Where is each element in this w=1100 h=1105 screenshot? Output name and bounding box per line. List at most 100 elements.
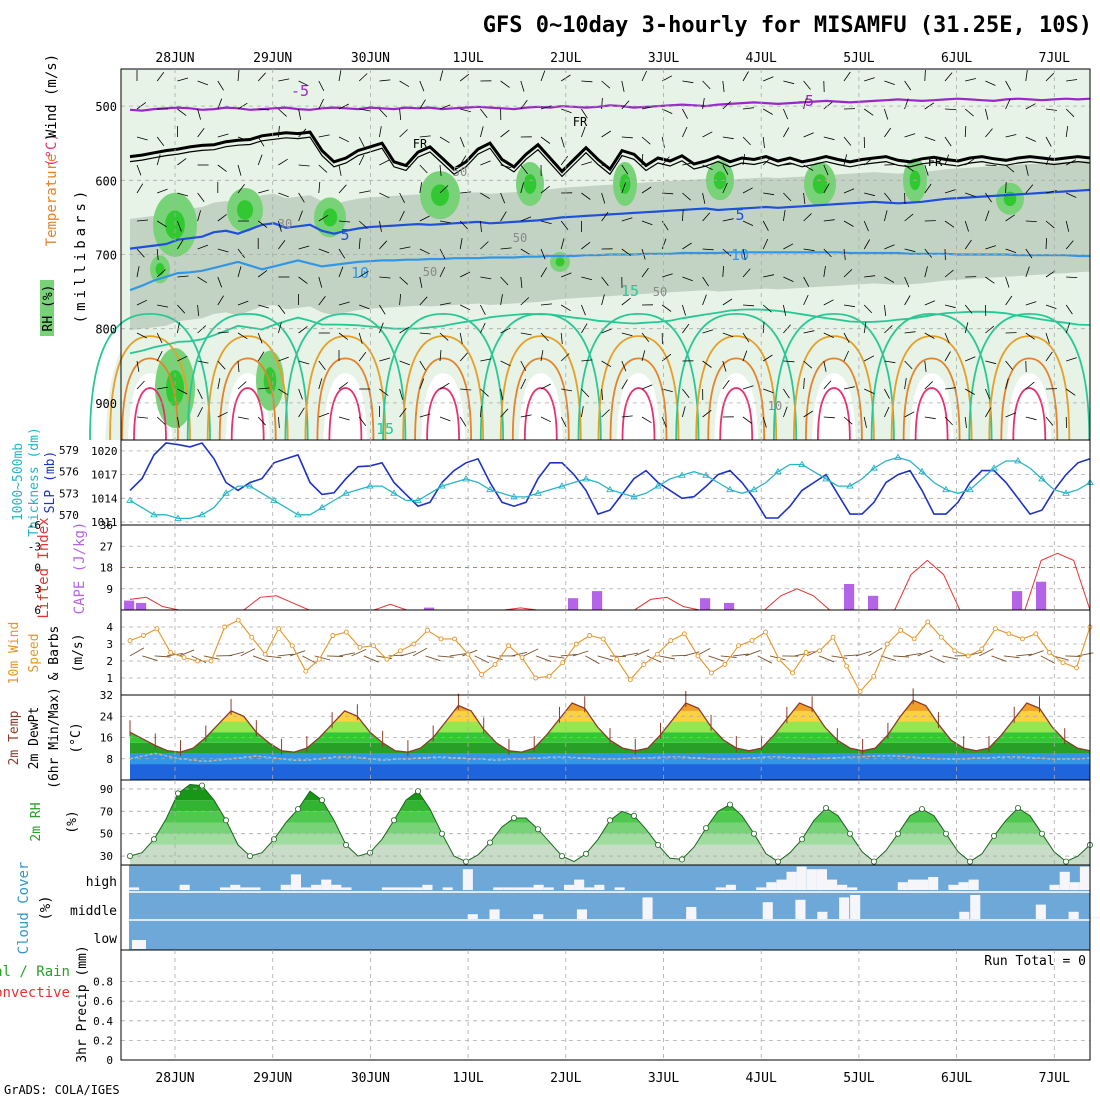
cloud-mid-bar <box>839 897 849 919</box>
axis-label: Speed <box>27 633 42 672</box>
cloud-high-bar <box>382 887 392 890</box>
wind-speed-marker <box>912 637 916 641</box>
rh-marker <box>919 807 924 812</box>
date-label-bottom: 4JUL <box>746 1071 777 1086</box>
rh-marker <box>343 842 348 847</box>
rh-tick: 50 <box>100 828 113 841</box>
rh-marker <box>823 805 828 810</box>
date-label-top: 3JUL <box>648 51 679 66</box>
wind-speed-marker <box>344 630 348 634</box>
rh-marker <box>247 854 252 859</box>
rh-marker <box>727 802 732 807</box>
wind-barb <box>475 656 489 663</box>
date-label-top: 2JUL <box>550 51 581 66</box>
wind-speed-marker <box>1034 632 1038 636</box>
upper-air-panel: -5-5FRFRFR551010151550505050301050060070… <box>40 54 1090 440</box>
wind-speed-marker <box>939 635 943 639</box>
rh-marker <box>631 813 636 818</box>
rh-marker <box>535 827 540 832</box>
wind-speed-marker <box>236 618 240 622</box>
wind-barb <box>585 656 599 664</box>
rh-marker <box>847 831 852 836</box>
cloud-mid-bar <box>468 914 478 919</box>
axis-label: 1000~500mb <box>11 443 26 521</box>
cloud-mid-bar <box>1069 912 1079 919</box>
rh-dark-patch <box>556 257 565 266</box>
cloud-mid-bar <box>643 897 653 919</box>
wind-speed-marker <box>1020 637 1024 641</box>
rh-dark-patch <box>524 174 537 194</box>
axis-label: 2m DewPt <box>27 707 42 770</box>
cloud-layer-label: middle <box>70 904 117 919</box>
rh-marker <box>151 837 156 842</box>
cloud-high-bar <box>402 887 412 890</box>
cape-tick: 27 <box>100 540 113 553</box>
wind-speed-marker <box>737 644 741 648</box>
wind-speed-marker <box>520 656 524 660</box>
wind-speed-marker <box>209 659 213 663</box>
temp-band <box>121 743 1090 754</box>
cloud-high-bar <box>331 885 341 890</box>
rh-marker <box>1063 859 1068 864</box>
cloud-high-bar <box>766 882 776 890</box>
pressure-tick: 800 <box>95 323 117 337</box>
wind-speed-marker <box>655 652 659 656</box>
date-label-top: 6JUL <box>941 51 972 66</box>
cloud-high-bar <box>463 869 473 890</box>
wind-speed-marker <box>993 627 997 631</box>
thickness-tick: 570 <box>59 509 79 522</box>
cloud-high-bar <box>898 882 908 890</box>
wind-barb <box>918 650 933 656</box>
wind-barb <box>1041 656 1055 664</box>
rh-marker <box>199 783 204 788</box>
cloud-low-bar <box>132 940 146 949</box>
date-label-top: 28JUN <box>155 51 194 66</box>
axis-label: Cloud Cover <box>16 862 32 955</box>
rh-marker <box>943 831 948 836</box>
cloud-high-bar <box>959 882 969 890</box>
cloud-high-bar <box>807 869 817 890</box>
cloud-high-bar <box>584 887 594 890</box>
rh-marker <box>775 859 780 864</box>
wind-barb <box>992 656 1007 662</box>
wind-speed-marker <box>453 637 457 641</box>
wind-barb <box>425 656 440 661</box>
pressure-tick: 900 <box>95 397 117 411</box>
wind-speed-marker <box>385 657 389 661</box>
wind-speed-marker <box>250 635 254 639</box>
wind-barb <box>130 648 144 656</box>
wind-speed-marker <box>1075 666 1079 670</box>
slp-tick: 1014 <box>91 492 118 505</box>
cloud-high-bar <box>716 887 726 890</box>
wind-speed-marker <box>1007 632 1011 636</box>
pressure-tick: 600 <box>95 174 117 188</box>
cloud-high-bar <box>220 887 230 890</box>
chart-title: GFS 0~10day 3-hourly for MISAMFU (31.25E… <box>483 13 1092 38</box>
isotherm-label: 10 <box>768 399 782 413</box>
cape-tick: 9 <box>106 583 113 596</box>
wind-barb <box>930 656 945 663</box>
wind-speed-marker <box>412 642 416 646</box>
wind-speed-marker <box>682 632 686 636</box>
cloud-high-bar <box>827 880 837 890</box>
wind-speed-marker <box>290 644 294 648</box>
wind-speed-marker <box>358 645 362 649</box>
rh-marker <box>319 798 324 803</box>
wind-speed-marker <box>196 659 200 663</box>
cloud-high-bar <box>948 885 958 890</box>
wind-barb <box>142 656 157 661</box>
cape-bar <box>592 591 602 610</box>
rh-marker <box>391 818 396 823</box>
cloud-high-bar <box>918 880 928 890</box>
cloud-high-bar <box>493 887 503 890</box>
wind-speed-marker <box>750 639 754 643</box>
cloud-high-bar <box>847 887 857 890</box>
date-label-bottom: 7JUL <box>1039 1071 1070 1086</box>
wind-speed-marker <box>696 654 700 658</box>
cloud-high-bar <box>594 885 604 890</box>
wind-speed-marker <box>899 628 903 632</box>
axis-label: (°C) <box>69 722 84 753</box>
rh-marker <box>1039 831 1044 836</box>
rh-marker <box>175 791 180 796</box>
